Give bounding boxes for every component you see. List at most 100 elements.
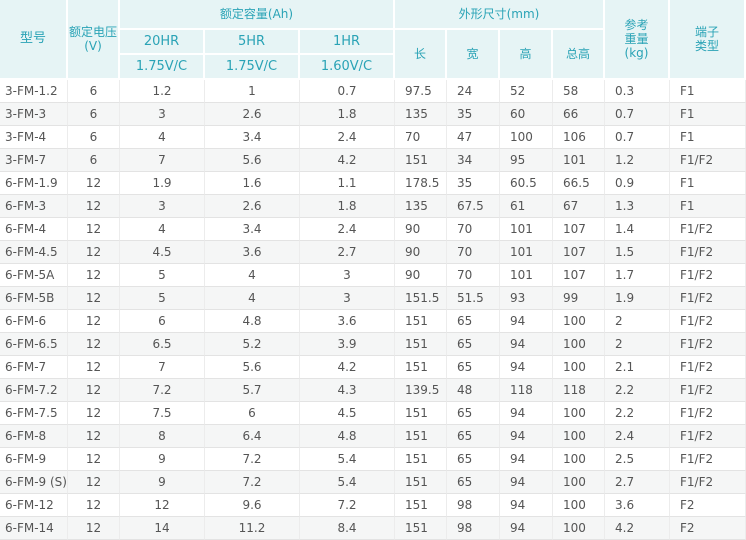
height-cell: 94	[500, 494, 553, 517]
height-cell: 94	[500, 425, 553, 448]
length-cell: 151	[395, 494, 447, 517]
weight-cell: 4.2	[605, 517, 670, 540]
capacity-1hr-cell: 0.7	[300, 80, 395, 103]
dim-header: 高	[500, 30, 553, 80]
capacity-1hr-cell: 4.2	[300, 149, 395, 172]
capacity-5hr-cell: 3.6	[205, 241, 300, 264]
capacity-20hr-cell: 5	[120, 264, 205, 287]
voltage-cell: 12	[68, 264, 120, 287]
model-cell: 6-FM-5B	[0, 287, 68, 310]
dimensions-header: 外形尺寸(mm)	[395, 0, 605, 30]
capacity-20hr-cell: 4	[120, 126, 205, 149]
terminal-header: 端子 类型	[670, 0, 746, 80]
voltage-cell: 6	[68, 103, 120, 126]
total-height-cell: 106	[553, 126, 605, 149]
dim-header: 总高	[553, 30, 605, 80]
weight-cell: 2.1	[605, 356, 670, 379]
voltage-header: 额定电压 (V)	[68, 0, 120, 80]
length-cell: 151	[395, 310, 447, 333]
capacity-5hr-cell: 2.6	[205, 195, 300, 218]
capacity-5hr-cell: 9.6	[205, 494, 300, 517]
weight-header-line: 参考	[624, 18, 649, 32]
length-cell: 151	[395, 448, 447, 471]
terminal-cell: F1	[670, 80, 746, 103]
terminal-cell: F1/F2	[670, 471, 746, 494]
model-cell: 6-FM-6.5	[0, 333, 68, 356]
weight-cell: 1.9	[605, 287, 670, 310]
capacity-5hr-cell: 4	[205, 287, 300, 310]
capacity-1hr-cell: 2.7	[300, 241, 395, 264]
capacity-20hr-cell: 1.9	[120, 172, 205, 195]
capacity-5hr-cell: 4	[205, 264, 300, 287]
height-cell: 60	[500, 103, 553, 126]
model-cell: 6-FM-3	[0, 195, 68, 218]
total-height-cell: 66	[553, 103, 605, 126]
model-cell: 3-FM-1.2	[0, 80, 68, 103]
model-header: 型号	[0, 0, 68, 80]
width-cell: 70	[447, 241, 500, 264]
voltage-cell: 12	[68, 379, 120, 402]
terminal-cell: F1	[670, 172, 746, 195]
height-cell: 94	[500, 471, 553, 494]
capacity-1hr-cell: 4.2	[300, 356, 395, 379]
voltage-cell: 12	[68, 448, 120, 471]
total-height-cell: 100	[553, 402, 605, 425]
height-cell: 60.5	[500, 172, 553, 195]
height-cell: 94	[500, 310, 553, 333]
capacity-5hr-cell: 7.2	[205, 448, 300, 471]
capacity-1hr-cell: 3.6	[300, 310, 395, 333]
voltage-cell: 12	[68, 172, 120, 195]
capacity-1hr-cell: 2.4	[300, 218, 395, 241]
total-height-cell: 107	[553, 241, 605, 264]
total-height-cell: 100	[553, 425, 605, 448]
width-cell: 51.5	[447, 287, 500, 310]
height-cell: 94	[500, 356, 553, 379]
total-height-cell: 100	[553, 333, 605, 356]
width-cell: 35	[447, 103, 500, 126]
capacity-5hr-cell: 5.7	[205, 379, 300, 402]
terminal-cell: F1/F2	[670, 149, 746, 172]
capacity-20hr-cell: 4.5	[120, 241, 205, 264]
terminal-cell: F1/F2	[670, 333, 746, 356]
capacity-1hr-cell: 4.8	[300, 425, 395, 448]
capacity-20hr-cell: 9	[120, 448, 205, 471]
capacity-1hr-cell: 4.3	[300, 379, 395, 402]
capacity-1hr-cell: 7.2	[300, 494, 395, 517]
capacity-1hr-cell: 3	[300, 264, 395, 287]
terminal-cell: F1/F2	[670, 241, 746, 264]
voltage-header-line: 额定电压	[68, 25, 117, 39]
width-cell: 65	[447, 402, 500, 425]
width-cell: 65	[447, 425, 500, 448]
cutoff-header: 1.75V/C	[205, 55, 300, 80]
model-cell: 6-FM-9	[0, 448, 68, 471]
capacity-5hr-cell: 2.6	[205, 103, 300, 126]
capacity-1hr-cell: 3	[300, 287, 395, 310]
weight-cell: 0.7	[605, 126, 670, 149]
weight-cell: 0.3	[605, 80, 670, 103]
model-cell: 6-FM-7.2	[0, 379, 68, 402]
capacity-20hr-cell: 6	[120, 310, 205, 333]
total-height-cell: 100	[553, 494, 605, 517]
capacity-20hr-cell: 3	[120, 195, 205, 218]
width-cell: 35	[447, 172, 500, 195]
capacity-1hr-cell: 4.5	[300, 402, 395, 425]
capacity-5hr-cell: 5.6	[205, 356, 300, 379]
capacity-20hr-cell: 14	[120, 517, 205, 540]
terminal-cell: F2	[670, 494, 746, 517]
cutoff-header: 1.75V/C	[120, 55, 205, 80]
capacity-5hr-cell: 11.2	[205, 517, 300, 540]
total-height-cell: 67	[553, 195, 605, 218]
rate-header: 5HR	[205, 30, 300, 55]
length-cell: 178.5	[395, 172, 447, 195]
width-cell: 65	[447, 448, 500, 471]
capacity-20hr-cell: 6.5	[120, 333, 205, 356]
capacity-1hr-cell: 1.8	[300, 195, 395, 218]
total-height-cell: 107	[553, 264, 605, 287]
voltage-cell: 6	[68, 126, 120, 149]
capacity-20hr-cell: 12	[120, 494, 205, 517]
length-cell: 139.5	[395, 379, 447, 402]
capacity-20hr-cell: 7.2	[120, 379, 205, 402]
capacity-20hr-cell: 1.2	[120, 80, 205, 103]
weight-cell: 2	[605, 333, 670, 356]
height-cell: 101	[500, 241, 553, 264]
